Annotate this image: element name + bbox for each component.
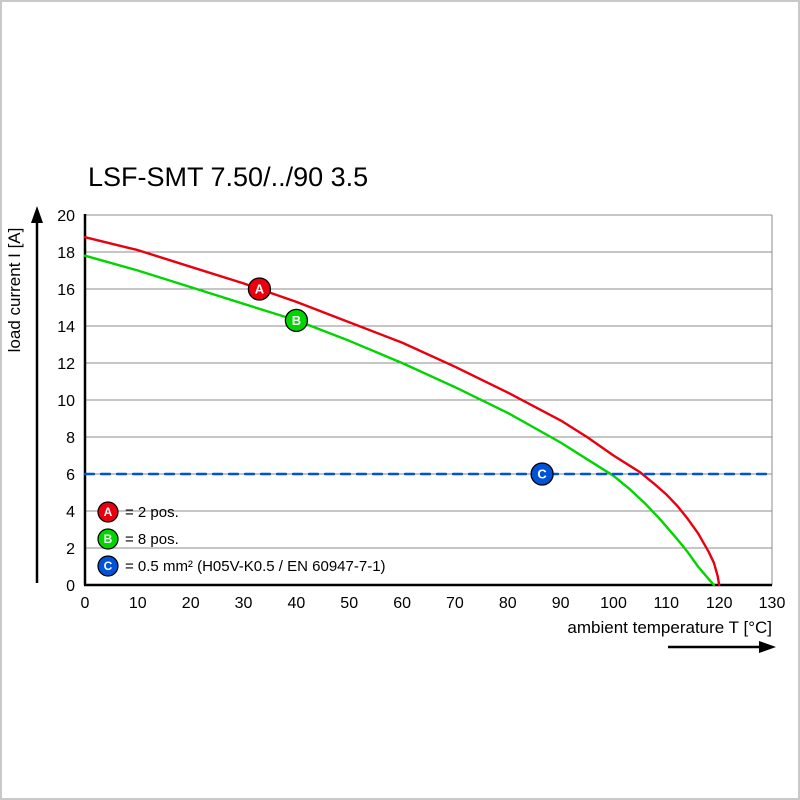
legend-label-B: = 8 pos. xyxy=(125,531,179,548)
x-tick-label-60: 60 xyxy=(393,595,411,612)
curve-marker-letter-C: C xyxy=(537,467,547,482)
y-tick-label-4: 4 xyxy=(66,504,75,521)
x-tick-label-0: 0 xyxy=(81,595,90,612)
curve-B xyxy=(83,254,716,587)
y-tick-label-6: 6 xyxy=(66,467,75,484)
x-tick-label-120: 120 xyxy=(706,595,733,612)
legend-letter-B: B xyxy=(104,532,113,546)
y-tick-label-12: 12 xyxy=(57,356,75,373)
y-tick-label-14: 14 xyxy=(57,319,75,336)
curve-marker-A xyxy=(247,277,272,301)
x-tick-label-40: 40 xyxy=(288,595,306,612)
y-tick-label-8: 8 xyxy=(66,430,75,447)
legend-letter-A: A xyxy=(104,505,113,519)
x-tick-label-10: 10 xyxy=(129,595,147,612)
x-tick-label-100: 100 xyxy=(600,595,627,612)
y-tick-label-2: 2 xyxy=(66,541,75,558)
legend-swatch-A xyxy=(97,501,119,523)
x-tick-label-50: 50 xyxy=(340,595,358,612)
x-axis-arrow xyxy=(668,641,776,653)
y-tick-label-18: 18 xyxy=(57,245,75,262)
legend-swatch-B xyxy=(97,528,119,550)
plot-area: 0 10 20 30 40 50 60 70 80 90 100 110 120 130 0 2 4 6 8 10 12… xyxy=(57,208,785,612)
y-tick-label-20: 20 xyxy=(57,208,75,225)
chart-title: LSF-SMT 7.50/../90 3.5 xyxy=(88,162,368,192)
legend-swatch-C xyxy=(97,555,119,577)
legend-label-C: = 0.5 mm² (H05V-K0.5 / EN 60947-7-1) xyxy=(125,558,386,575)
x-tick-label-90: 90 xyxy=(552,595,570,612)
y-tick-label-16: 16 xyxy=(57,282,75,299)
x-tick-label-30: 30 xyxy=(235,595,253,612)
legend-letter-C: C xyxy=(104,559,113,573)
y-tick-label-10: 10 xyxy=(57,393,75,410)
curve-marker-B xyxy=(284,308,309,333)
curve-marker-C xyxy=(530,462,554,486)
curve-marker-letter-A: A xyxy=(255,282,265,297)
x-tick-label-130: 130 xyxy=(759,595,786,612)
x-tick-label-110: 110 xyxy=(654,595,680,612)
y-axis-label: load current I [A] xyxy=(5,228,24,353)
y-tick-label-0: 0 xyxy=(66,578,75,595)
x-axis-label: ambient temperature T [°C] xyxy=(567,618,772,637)
x-tick-label-80: 80 xyxy=(499,595,517,612)
curve-marker-letter-B: B xyxy=(292,313,301,328)
x-tick-label-70: 70 xyxy=(446,595,464,612)
y-axis-arrow xyxy=(31,206,43,583)
legend-label-A: = 2 pos. xyxy=(125,504,179,521)
x-tick-label-20: 20 xyxy=(182,595,200,612)
